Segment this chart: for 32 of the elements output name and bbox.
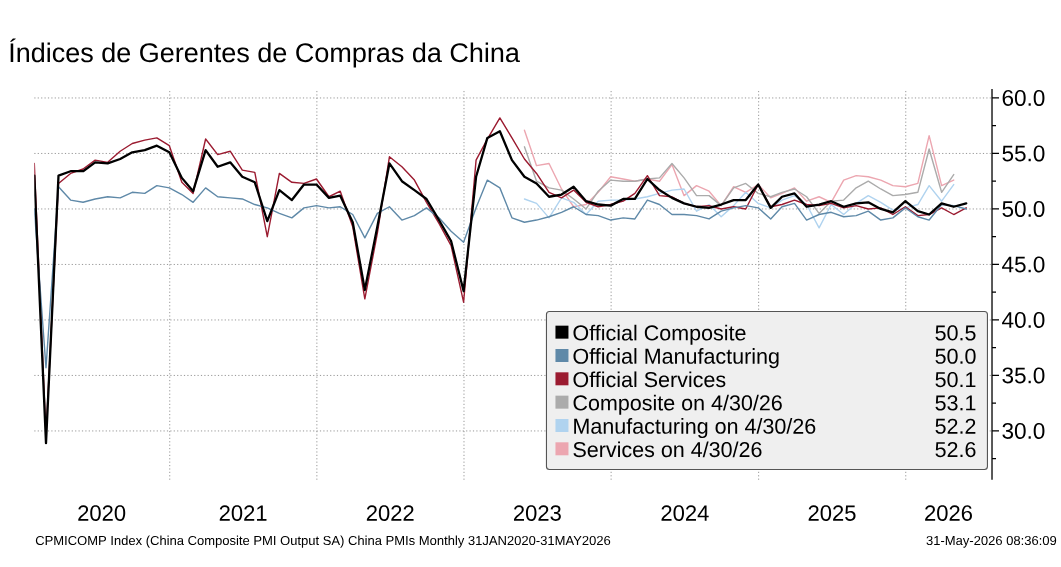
annotation: 52.6: [935, 441, 976, 458]
annotation: 50.5: [935, 325, 976, 341]
text: CPMICOMP Index (China Composite PMI Output SA) China PMIs Monthly 31JAN2020-31MAY2026: [35, 535, 611, 548]
x-tick-label: 2023: [513, 505, 561, 521]
line-series: [523, 183, 955, 229]
annotation: 50.0: [935, 348, 976, 364]
y-tick-label: 60.0: [1002, 90, 1045, 106]
legend-label: Manufacturing on 4/30/26: [574, 418, 816, 439]
annotation: 52.2: [935, 418, 976, 434]
y-tick-label: 40.0: [1002, 312, 1045, 328]
x-tick-label: 2026: [925, 505, 972, 521]
y-tick-label: 45.0: [1002, 256, 1045, 273]
text: 31-May-2026 08:36:09: [926, 535, 1057, 548]
x-tick-label: 2025: [808, 505, 856, 521]
legend-label: Services on 4/30/26: [573, 441, 762, 458]
legend-label: Official Composite: [573, 324, 746, 345]
y-tick-label: 55.0: [1002, 145, 1045, 162]
legend-label: Official Manufacturing: [573, 348, 779, 369]
y-tick-label: 30.0: [1002, 422, 1045, 439]
line-series: [523, 146, 955, 215]
y-tick-label: 50.0: [1002, 201, 1045, 217]
chart-title: Índices de Gerentes de Compras da China: [10, 38, 520, 68]
annotation: 50.1: [935, 371, 976, 388]
annotation: 53.1: [935, 395, 976, 411]
x-tick-label: 2020: [78, 505, 126, 521]
x-tick-label: 2024: [661, 505, 709, 521]
x-tick-label: 2022: [366, 505, 414, 521]
legend-label: Official Services: [573, 371, 726, 388]
y-tick-label: 35.0: [1002, 367, 1045, 384]
legend-label: Composite on 4/30/26: [573, 394, 782, 415]
line-series: [523, 129, 955, 208]
x-tick-label: 2021: [219, 505, 267, 521]
